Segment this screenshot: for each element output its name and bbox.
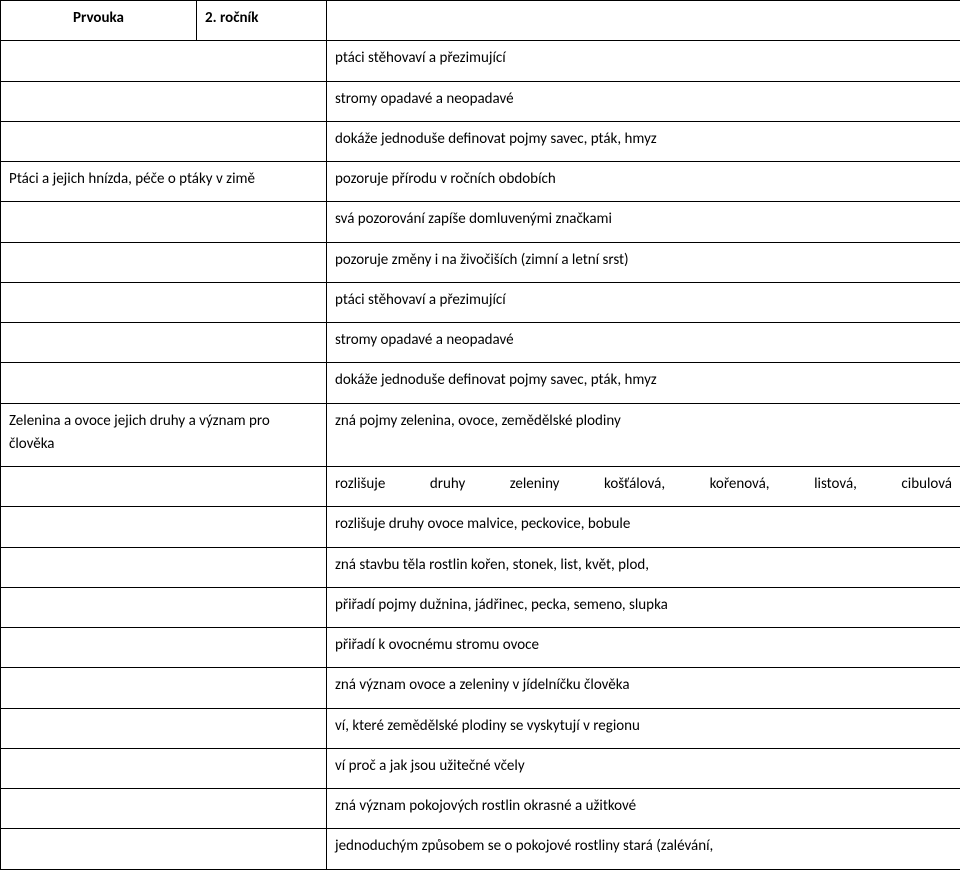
row-topic — [1, 41, 327, 81]
table-row: přiřadí pojmy dužnina, jádřinec, pecka, … — [1, 587, 960, 627]
row-topic — [1, 121, 327, 161]
table-row: stromy opadavé a neopadavé — [1, 323, 960, 363]
row-content: pozoruje změny i na živočiších (zimní a … — [327, 242, 960, 282]
table-row: zná význam pokojových rostlin okrasné a … — [1, 789, 960, 829]
row-content: ví proč a jak jsou užitečné včely — [327, 748, 960, 788]
row-content: přiřadí pojmy dužnina, jádřinec, pecka, … — [327, 587, 960, 627]
row-topic — [1, 628, 327, 668]
table-row: zná význam ovoce a zeleniny v jídelníčku… — [1, 668, 960, 708]
row-content: stromy opadavé a neopadavé — [327, 323, 960, 363]
header-grade: 2. ročník — [197, 1, 327, 41]
table-row: pozoruje změny i na živočiších (zimní a … — [1, 242, 960, 282]
document-page: Prvouka 2. ročník ptáci stěhovaví a přez… — [0, 0, 960, 870]
row-topic — [1, 81, 327, 121]
table-row: stromy opadavé a neopadavé — [1, 81, 960, 121]
row-content: dokáže jednoduše definovat pojmy savec, … — [327, 121, 960, 161]
table-row: ví, které zemědělské plodiny se vyskytuj… — [1, 708, 960, 748]
row-topic — [1, 467, 327, 507]
row-topic — [1, 507, 327, 547]
row-topic — [1, 242, 327, 282]
table-row: jednoduchým způsobem se o pokojové rostl… — [1, 829, 960, 869]
row-content: přiřadí k ovocnému stromu ovoce — [327, 628, 960, 668]
table-row: přiřadí k ovocnému stromu ovoce — [1, 628, 960, 668]
row-content: stromy opadavé a neopadavé — [327, 81, 960, 121]
table-row: rozlišuje druhy ovoce malvice, peckovice… — [1, 507, 960, 547]
table-row: dokáže jednoduše definovat pojmy savec, … — [1, 363, 960, 403]
table-row: ví proč a jak jsou užitečné včely — [1, 748, 960, 788]
row-topic — [1, 829, 327, 869]
header-subject: Prvouka — [1, 1, 197, 41]
row-topic — [1, 547, 327, 587]
row-content: pozoruje přírodu v ročních obdobích — [327, 162, 960, 202]
row-content: zná význam pokojových rostlin okrasné a … — [327, 789, 960, 829]
row-topic — [1, 587, 327, 627]
table-row: rozlišuje druhy zeleniny košťálová, koře… — [1, 467, 960, 507]
header-empty — [327, 1, 960, 41]
row-topic: Ptáci a jejich hnízda, péče o ptáky v zi… — [1, 162, 327, 202]
curriculum-table: Prvouka 2. ročník ptáci stěhovaví a přez… — [0, 0, 960, 870]
row-content: dokáže jednoduše definovat pojmy savec, … — [327, 363, 960, 403]
row-topic — [1, 363, 327, 403]
row-content: ptáci stěhovaví a přezimující — [327, 282, 960, 322]
row-content: ví, které zemědělské plodiny se vyskytuj… — [327, 708, 960, 748]
row-topic — [1, 323, 327, 363]
row-topic — [1, 708, 327, 748]
table-row: Zelenina a ovoce jejich druhy a význam p… — [1, 403, 960, 467]
row-content: svá pozorování zapíše domluvenými značka… — [327, 202, 960, 242]
row-content: rozlišuje druhy ovoce malvice, peckovice… — [327, 507, 960, 547]
table-row: svá pozorování zapíše domluvenými značka… — [1, 202, 960, 242]
row-topic: Zelenina a ovoce jejich druhy a význam p… — [1, 403, 327, 467]
row-topic — [1, 748, 327, 788]
row-topic — [1, 668, 327, 708]
table-row: ptáci stěhovaví a přezimující — [1, 282, 960, 322]
table-row: Ptáci a jejich hnízda, péče o ptáky v zi… — [1, 162, 960, 202]
row-content: ptáci stěhovaví a přezimující — [327, 41, 960, 81]
row-topic — [1, 202, 327, 242]
row-content: rozlišuje druhy zeleniny košťálová, koře… — [327, 467, 960, 507]
row-topic — [1, 282, 327, 322]
header-row: Prvouka 2. ročník — [1, 1, 960, 41]
table-row: ptáci stěhovaví a přezimující — [1, 41, 960, 81]
row-content: zná význam ovoce a zeleniny v jídelníčku… — [327, 668, 960, 708]
row-content: zná stavbu těla rostlin kořen, stonek, l… — [327, 547, 960, 587]
row-topic — [1, 789, 327, 829]
row-content: jednoduchým způsobem se o pokojové rostl… — [327, 829, 960, 869]
table-row: zná stavbu těla rostlin kořen, stonek, l… — [1, 547, 960, 587]
table-row: dokáže jednoduše definovat pojmy savec, … — [1, 121, 960, 161]
row-content: zná pojmy zelenina, ovoce, zemědělské pl… — [327, 403, 960, 467]
